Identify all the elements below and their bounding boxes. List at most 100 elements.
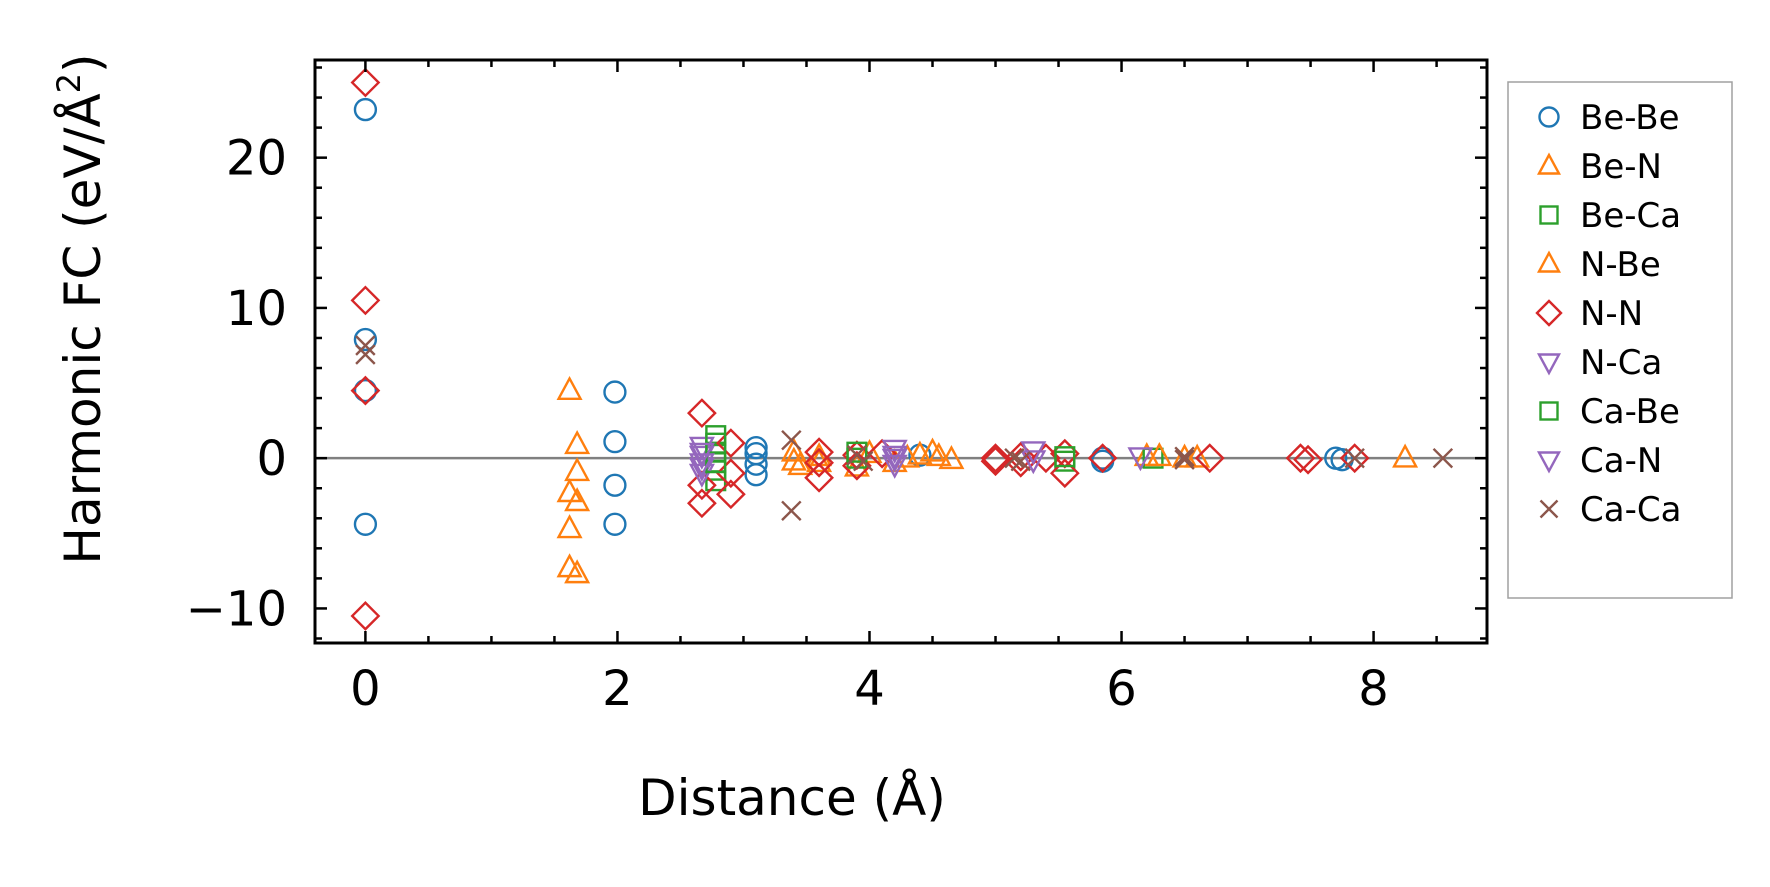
data-point <box>780 446 807 471</box>
data-point <box>1133 442 1160 467</box>
y-axis-label-suffix: ) <box>54 53 112 73</box>
data-point <box>350 375 381 406</box>
data-point <box>1005 447 1036 478</box>
data-point <box>355 335 376 356</box>
legend-label: Ca-Be <box>1580 392 1680 432</box>
legend-marker <box>1538 106 1560 128</box>
x-marker-stroke <box>1004 447 1025 469</box>
y-axis-label-main: Harmonic FC (eV/Å <box>54 93 112 564</box>
y-axis-label: Harmonic FC (eV/Å2) <box>50 53 112 564</box>
data-point <box>781 429 802 451</box>
x-marker-stroke <box>781 500 802 521</box>
x-marker-stroke <box>1174 449 1195 470</box>
y-tick-label: 0 <box>256 431 287 487</box>
x-marker-stroke <box>355 335 376 356</box>
data-point <box>564 487 591 512</box>
data-point <box>353 512 378 536</box>
data-point <box>556 514 583 539</box>
legend-entry: N-N <box>1535 294 1643 334</box>
data-point <box>355 344 376 365</box>
series-be-n <box>556 375 1419 584</box>
x-tick-label: 8 <box>1358 661 1389 717</box>
data-point <box>1432 447 1454 469</box>
legend-entry: Ca-N <box>1536 441 1662 481</box>
data-point <box>564 430 591 455</box>
data-point <box>804 462 834 493</box>
legend-label: N-N <box>1580 294 1643 334</box>
legend-marker <box>1539 401 1559 421</box>
data-point <box>744 436 768 460</box>
legend-marker <box>1536 451 1562 474</box>
data-point <box>925 442 952 467</box>
legend-marker <box>1539 499 1559 519</box>
data-point <box>715 428 746 459</box>
plot-area-frame <box>313 58 1489 645</box>
data-point <box>1049 458 1080 489</box>
y-tick-label: 20 <box>226 131 287 187</box>
x-tick-label: 4 <box>854 661 885 717</box>
data-point <box>881 445 908 470</box>
data-point <box>856 439 883 464</box>
data-point <box>353 378 378 403</box>
legend-label: Be-Ca <box>1580 196 1681 236</box>
data-point <box>350 285 381 316</box>
legend-entry: N-Ca <box>1536 343 1662 383</box>
data-point <box>1127 447 1154 472</box>
legend-entry: Ca-Be <box>1539 392 1680 432</box>
data-point <box>353 97 378 122</box>
legend-entry: Be-Ca <box>1539 196 1681 236</box>
data-point <box>980 446 1011 477</box>
data-point <box>1146 442 1173 467</box>
data-point <box>564 457 591 482</box>
x-tick-label: 6 <box>1106 661 1137 717</box>
data-point <box>556 478 583 503</box>
data-point <box>1004 447 1025 469</box>
data-point <box>980 443 1011 474</box>
legend-entry: N-Be <box>1536 245 1661 285</box>
legend-entry: Be-N <box>1536 147 1662 187</box>
data-point <box>556 375 583 401</box>
data-point <box>353 327 378 352</box>
data-point <box>1010 450 1031 472</box>
x-tick-label: 2 <box>602 661 633 717</box>
legend-marker <box>1536 152 1562 175</box>
data-points-layer <box>350 67 1454 631</box>
data-point <box>603 380 627 404</box>
data-point <box>686 488 717 519</box>
legend-entries: Be-Be Be-N Be-Ca N-Be N-N N-Ca Ca-Be Ca-N Ca-Ca <box>1535 98 1681 530</box>
data-point <box>715 479 746 510</box>
legend-marker <box>1536 250 1562 273</box>
data-point <box>686 398 717 429</box>
data-point <box>1142 447 1164 469</box>
x-marker-stroke <box>1344 447 1365 469</box>
legend: Be-Be Be-N Be-Ca N-Be N-N N-Ca Ca-Be Ca-N Ca-Ca <box>1507 81 1733 599</box>
data-point <box>1087 443 1118 474</box>
data-point <box>1392 443 1419 468</box>
data-point <box>938 445 965 470</box>
data-point <box>846 441 868 463</box>
legend-marker <box>1539 205 1559 225</box>
data-point <box>843 452 870 477</box>
data-point <box>852 450 874 472</box>
data-point <box>603 473 627 497</box>
y-axis-label-superscript: 2 <box>50 73 88 93</box>
data-point <box>1339 443 1370 474</box>
legend-marker <box>1535 299 1563 327</box>
data-point <box>1184 443 1211 468</box>
legend-label: N-Be <box>1580 245 1661 285</box>
series-ca-n <box>688 442 1047 478</box>
x-marker-stroke <box>1010 450 1031 472</box>
series-ca-ca <box>355 335 1454 521</box>
data-point <box>1174 446 1195 467</box>
data-point <box>781 500 802 521</box>
y-tick-label: 10 <box>226 281 287 337</box>
data-point <box>744 463 768 487</box>
x-tick-label: 0 <box>350 661 381 717</box>
data-point <box>744 452 768 476</box>
data-point <box>686 470 717 501</box>
data-point <box>881 454 908 479</box>
data-point <box>715 458 746 489</box>
data-point <box>804 447 834 478</box>
